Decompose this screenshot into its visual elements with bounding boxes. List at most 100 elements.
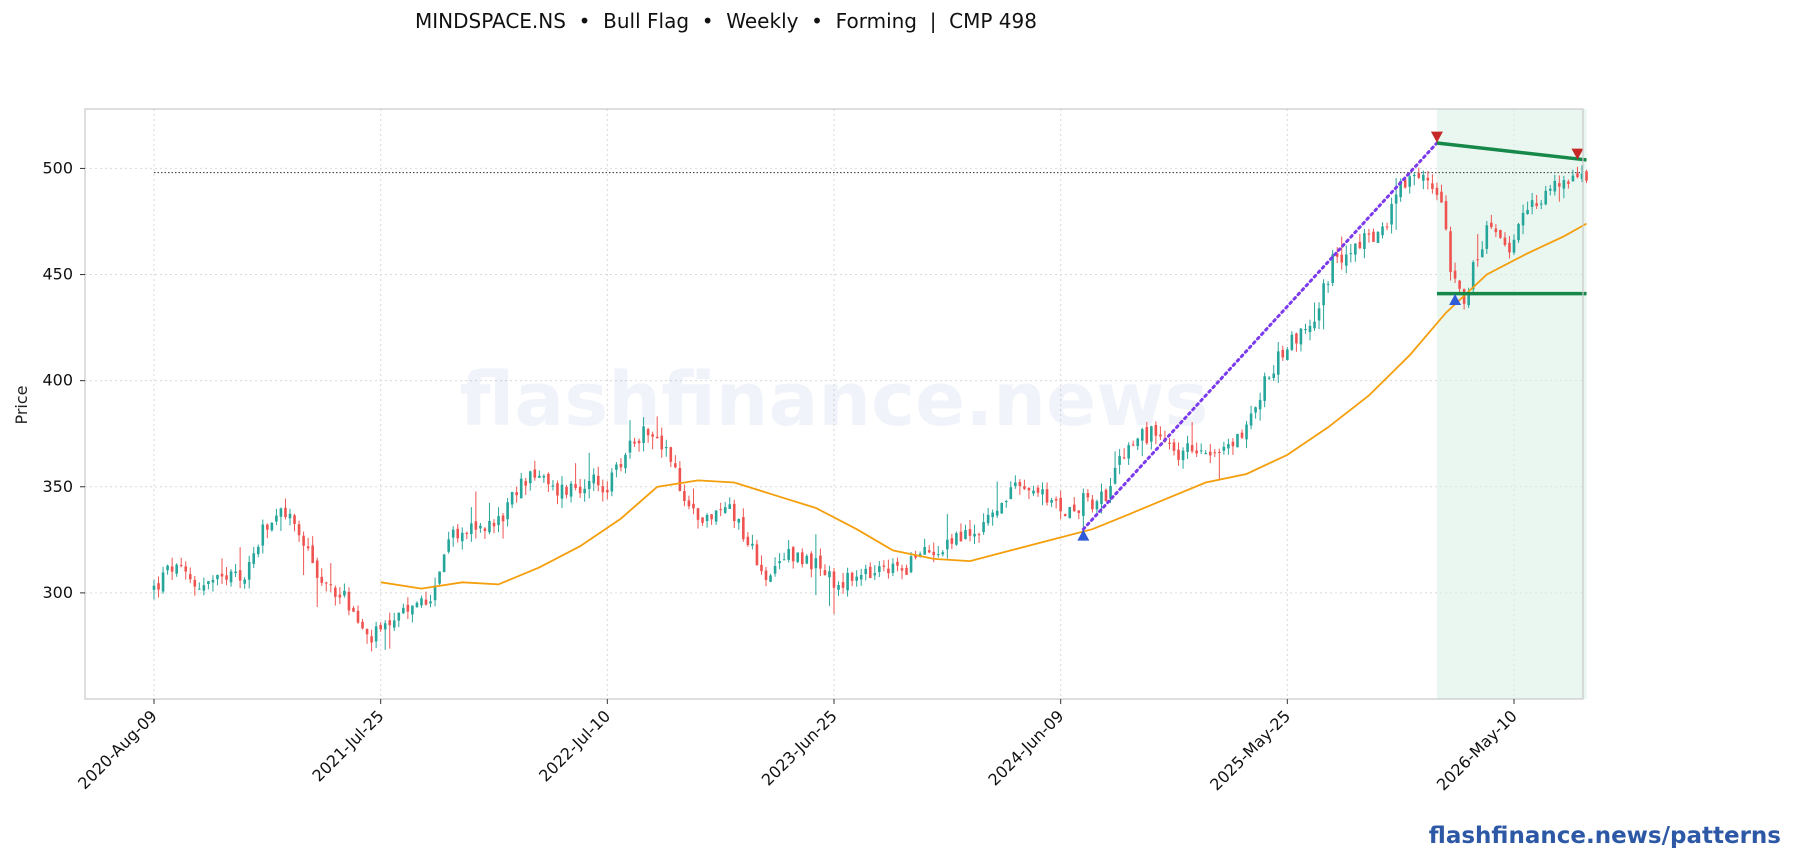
candle-up: [1512, 239, 1516, 253]
candle-up: [1009, 487, 1013, 500]
candle-down: [456, 528, 460, 539]
candle-down: [347, 591, 351, 611]
candle-up: [256, 546, 260, 555]
candle-up: [805, 555, 809, 564]
candle-up: [152, 585, 156, 590]
candle-down: [284, 507, 287, 518]
candle-down: [791, 547, 795, 562]
candle-up: [1041, 489, 1044, 495]
candle-up: [936, 554, 940, 556]
candle-up: [1363, 233, 1366, 249]
candle-up: [1181, 450, 1185, 461]
x-tick-label: 2025-May-25: [1206, 706, 1294, 794]
candle-up: [1467, 292, 1470, 306]
candle-down: [1172, 442, 1176, 451]
candle-up: [624, 454, 627, 469]
candle-down: [823, 570, 827, 575]
candle-down: [1018, 481, 1022, 487]
candle-down: [1385, 226, 1389, 228]
candle-down: [914, 554, 917, 558]
candle-up: [628, 440, 632, 453]
candle-up: [1412, 174, 1416, 177]
candle-down: [315, 560, 319, 578]
candle-down: [633, 441, 636, 444]
candle-up: [1376, 232, 1380, 243]
candle-up: [252, 553, 256, 564]
candle-down: [669, 447, 673, 462]
candle-up: [1553, 180, 1557, 192]
candle-up: [587, 481, 591, 489]
candle-up: [1331, 254, 1334, 284]
candle-up: [1204, 453, 1208, 455]
candle-up: [506, 502, 509, 520]
candle-down: [719, 509, 722, 511]
candle-down: [1431, 183, 1434, 189]
candle-down: [660, 435, 664, 450]
candle-down: [1213, 452, 1217, 454]
candle-down: [1131, 444, 1135, 446]
candle-up: [1227, 444, 1230, 449]
candle-down: [1476, 259, 1480, 261]
candle-up: [1290, 334, 1294, 350]
candle-down: [683, 491, 686, 501]
candle-down: [1403, 179, 1407, 188]
candle-up: [1109, 485, 1112, 499]
candle-up: [216, 574, 219, 580]
candle-up: [1113, 467, 1117, 484]
candle-down: [1295, 333, 1298, 344]
candle-down: [1091, 499, 1094, 510]
candles: [152, 165, 1588, 652]
candle-down: [800, 552, 804, 565]
candle-down: [1023, 486, 1026, 489]
candle-up: [1082, 493, 1085, 516]
candle-up: [1571, 175, 1575, 182]
candle-up: [964, 530, 967, 539]
candle-down: [1195, 450, 1198, 454]
candle-up: [1263, 376, 1266, 401]
x-tick-label: 2026-May-10: [1433, 706, 1521, 794]
candle-up: [1000, 502, 1004, 514]
candle-down: [601, 486, 605, 493]
candle-down: [882, 565, 886, 567]
candle-down: [819, 555, 822, 569]
candle-down: [329, 584, 333, 586]
watermark: flashfinance.news: [459, 357, 1208, 443]
candle-down: [306, 546, 310, 549]
candle-down: [1059, 497, 1062, 512]
candle-up: [411, 605, 414, 615]
candle-down: [1494, 228, 1498, 233]
candle-up: [1150, 426, 1153, 442]
candle-down: [515, 492, 518, 496]
candle-down: [905, 567, 908, 575]
candle-up: [1344, 254, 1348, 266]
candle-up: [551, 485, 555, 487]
candle-down: [533, 469, 537, 478]
chart-title: MINDSPACE.NS • Bull Flag • Weekly • Form…: [415, 9, 1037, 33]
candle-up: [787, 548, 790, 560]
candle-up: [1286, 349, 1289, 360]
candle-down: [887, 568, 890, 574]
candle-down: [1045, 489, 1049, 503]
candle-up: [941, 552, 945, 555]
candle-up: [479, 525, 482, 529]
candle-up: [592, 474, 596, 484]
candle-up: [383, 623, 387, 630]
flag-pole-line: [1081, 141, 1439, 531]
candle-down: [297, 524, 301, 536]
candle-up: [442, 554, 446, 572]
candle-down: [311, 545, 314, 563]
flag-zone: [1436, 109, 1587, 699]
candle-down: [1281, 349, 1285, 358]
candle-up: [909, 556, 913, 573]
candle-down: [742, 517, 745, 540]
footer-link[interactable]: flashfinance.news/patterns: [1429, 823, 1781, 849]
candle-up: [1267, 377, 1271, 379]
candle-down: [578, 486, 582, 494]
candle-up: [796, 552, 800, 563]
candle-up: [1480, 249, 1484, 258]
candle-up: [828, 571, 831, 578]
candle-up: [728, 504, 732, 509]
candle-up: [161, 572, 165, 592]
candle-down: [1335, 253, 1339, 257]
candle-down: [1154, 425, 1158, 436]
